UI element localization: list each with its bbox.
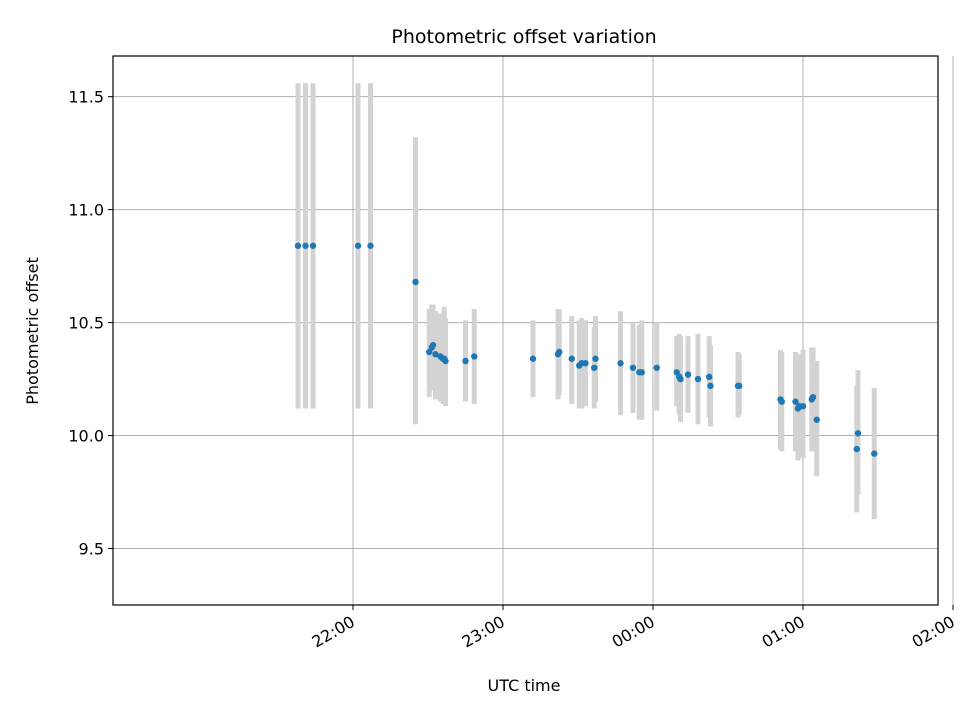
data-point: [707, 382, 714, 390]
y-axis-label: Photometric offset: [23, 257, 42, 405]
data-point: [629, 364, 637, 371]
data-point: [302, 242, 309, 249]
data-point: [684, 371, 692, 378]
data-point: [638, 369, 645, 376]
data-point: [591, 364, 598, 371]
data-point: [854, 430, 862, 437]
plot-frame: [112, 55, 939, 606]
y-tick-label: 11.5: [68, 88, 104, 107]
data-point: [813, 416, 820, 423]
data-point: [592, 355, 599, 362]
data-point: [556, 348, 563, 356]
data-point: [677, 375, 684, 383]
data-point: [853, 445, 860, 453]
data-point: [582, 360, 589, 367]
y-axis-ticks: 9.5 10.0 10.5 11.0 11.5: [68, 88, 113, 559]
data-point: [694, 375, 702, 383]
data-point: [871, 450, 878, 457]
data-point: [429, 341, 437, 349]
data-point: [294, 242, 302, 249]
data-point: [309, 242, 317, 249]
y-tick-label: 10.0: [68, 427, 104, 446]
data-point: [736, 382, 743, 390]
data-point: [653, 364, 660, 371]
data-points: [294, 242, 878, 457]
data-point: [809, 393, 817, 401]
data-point: [432, 351, 439, 358]
data-point: [354, 242, 362, 249]
data-point: [617, 360, 624, 367]
grid: [113, 56, 954, 605]
y-tick-label: 11.0: [68, 201, 104, 220]
data-point: [568, 355, 575, 362]
data-point: [529, 355, 537, 362]
data-point: [792, 398, 799, 405]
y-tick-label: 9.5: [79, 540, 104, 559]
x-axis-label: UTC time: [488, 676, 561, 695]
data-point: [706, 373, 713, 381]
data-point: [471, 353, 478, 360]
data-point: [799, 402, 807, 410]
y-tick-label: 10.5: [68, 314, 104, 333]
data-point: [412, 278, 419, 286]
data-point: [778, 398, 785, 405]
chart-title: Photometric offset variation: [391, 26, 656, 48]
data-point: [442, 357, 449, 365]
data-point: [367, 242, 374, 249]
data-point: [462, 357, 469, 365]
